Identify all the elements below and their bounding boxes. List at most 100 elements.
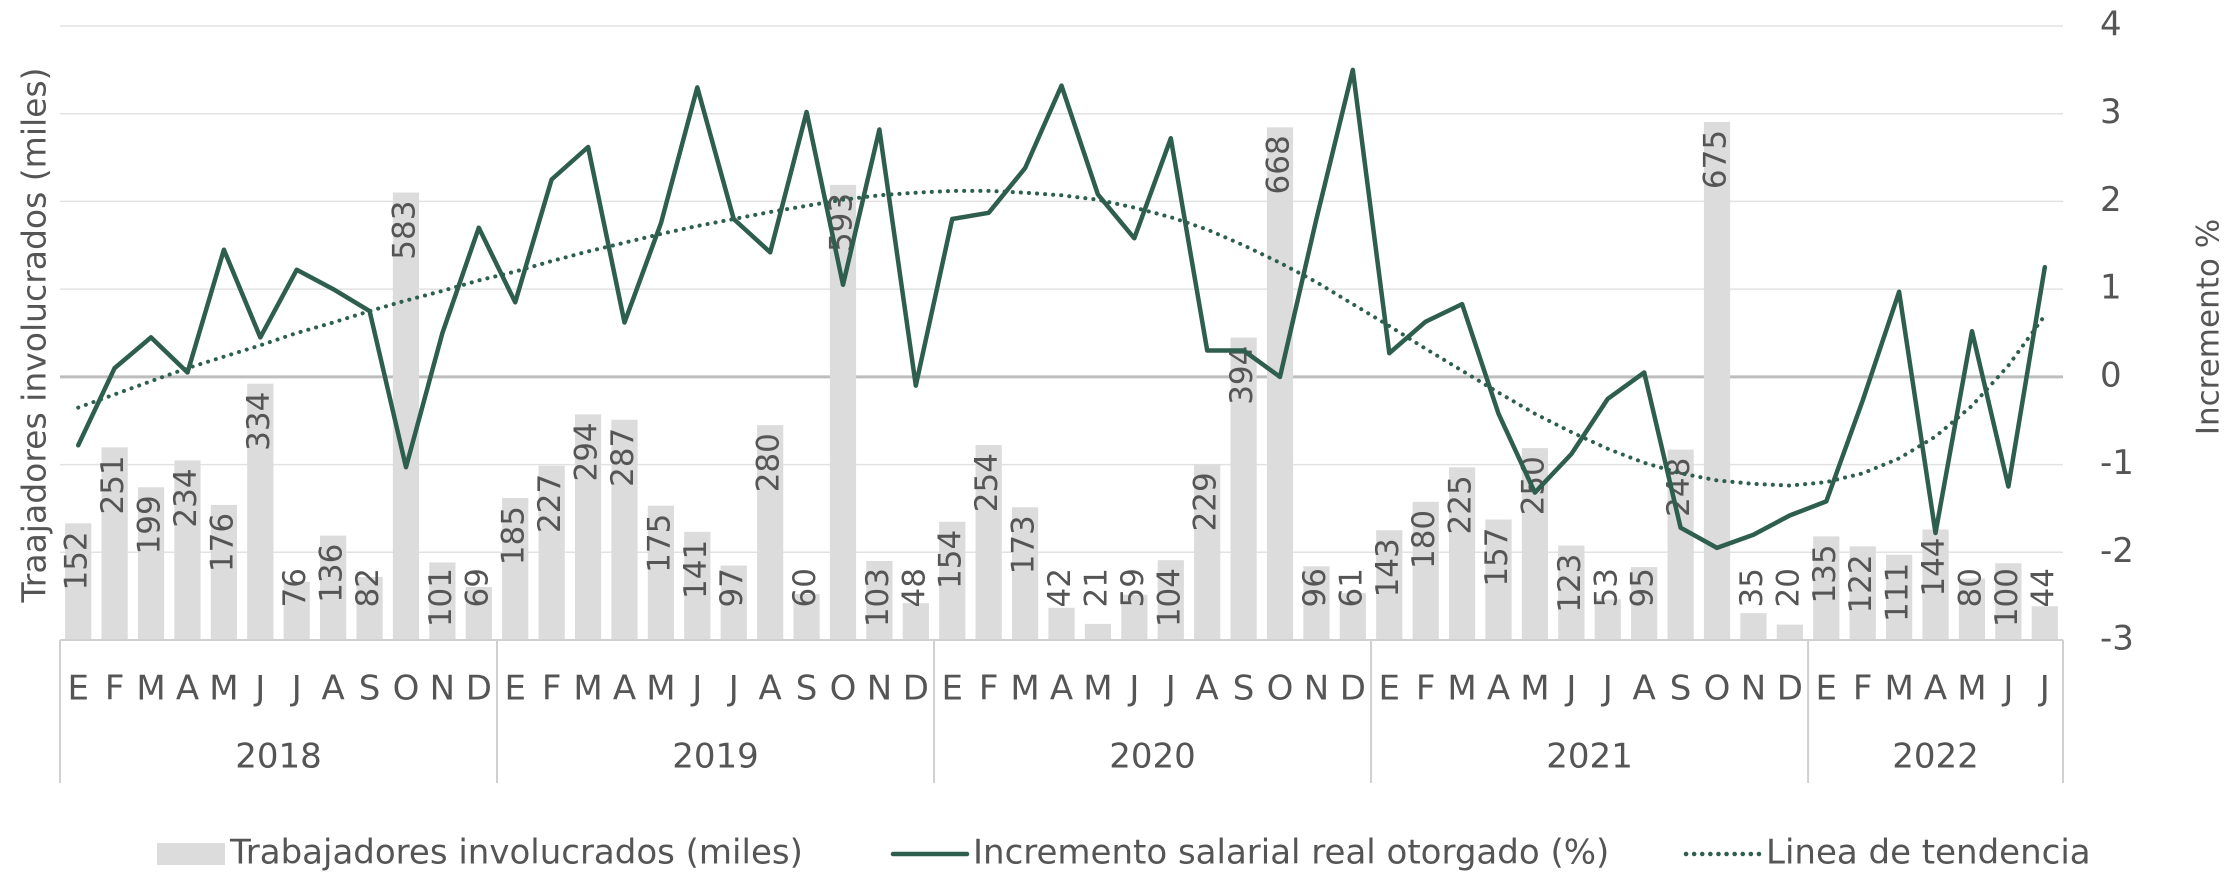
- x-tick-label: M: [646, 669, 675, 709]
- bar: [1048, 608, 1074, 640]
- x-tick-label: S: [796, 669, 818, 709]
- y2-tick-label: -2: [2100, 531, 2134, 571]
- x-tick-label: F: [105, 669, 125, 709]
- x-tick-label: O: [830, 669, 857, 709]
- data-label: 254: [969, 453, 1005, 512]
- data-label: 173: [1006, 515, 1042, 574]
- x-tick-label: D: [1340, 669, 1366, 709]
- data-label: 141: [678, 540, 714, 599]
- data-label: 157: [1479, 528, 1515, 587]
- data-label: 394: [1224, 346, 1260, 405]
- x-tick-label: E: [67, 669, 88, 709]
- data-label: 143: [1370, 538, 1406, 597]
- x-tick-label: S: [359, 669, 381, 709]
- x-tick-label: N: [430, 669, 455, 709]
- data-label: 82: [350, 568, 386, 607]
- legend-label: Linea de tendencia: [1766, 833, 2091, 873]
- data-label: 225: [1443, 475, 1479, 534]
- data-label: 20: [1770, 568, 1806, 607]
- x-tick-label: F: [979, 669, 999, 709]
- y2-tick-label: 3: [2100, 92, 2122, 132]
- x-tick-label: M: [1957, 669, 1986, 709]
- data-label: 44: [2025, 568, 2061, 607]
- group-label: 2021: [1546, 737, 1633, 777]
- data-label: 111: [1880, 563, 1916, 622]
- data-label: 176: [204, 513, 240, 572]
- y2-tick-label: 4: [2100, 5, 2122, 45]
- group-label: 2019: [672, 737, 759, 777]
- data-label: 234: [168, 468, 204, 527]
- x-tick-label: A: [1924, 669, 1947, 709]
- data-label: 152: [59, 531, 95, 590]
- data-label: 135: [1807, 544, 1843, 603]
- data-label: 136: [314, 544, 350, 603]
- x-tick-label: O: [1267, 669, 1294, 709]
- data-label: 180: [1406, 510, 1442, 569]
- x-tick-label: E: [1379, 669, 1400, 709]
- data-label: 227: [532, 474, 568, 533]
- x-tick-label: S: [1670, 669, 1692, 709]
- legend-label: Trabajadores involucrados (miles): [229, 833, 803, 873]
- x-tick-label: M: [1010, 669, 1039, 709]
- data-label: 175: [641, 514, 677, 573]
- data-label: 122: [1843, 554, 1879, 613]
- x-tick-label: E: [1816, 669, 1837, 709]
- data-label: 59: [1115, 568, 1151, 607]
- x-tick-label: N: [1304, 669, 1329, 709]
- x-tick-label: M: [573, 669, 602, 709]
- data-label: 53: [1588, 568, 1624, 607]
- x-tick-label: F: [542, 669, 562, 709]
- x-tick-label: J: [2001, 669, 2013, 709]
- data-label: 80: [1952, 568, 1988, 607]
- group-label: 2020: [1109, 737, 1196, 777]
- x-tick-label: A: [322, 669, 345, 709]
- x-tick-label: A: [759, 669, 782, 709]
- data-label: 251: [95, 455, 131, 514]
- x-tick-label: A: [1633, 669, 1656, 709]
- chart: Traajadores involucrados (miles) Increme…: [0, 0, 2231, 875]
- x-tick-label: O: [1704, 669, 1731, 709]
- data-label: 97: [714, 568, 750, 607]
- line: [78, 70, 2045, 548]
- y2-tick-label: 0: [2100, 355, 2122, 395]
- y2-tick-label: 2: [2100, 180, 2122, 220]
- trend-line: [78, 191, 2045, 486]
- x-tick-label: A: [613, 669, 636, 709]
- legend-label: Incremento salarial real otorgado (%): [973, 833, 1609, 873]
- data-label: 101: [423, 568, 459, 627]
- data-label: 668: [1261, 135, 1297, 194]
- x-tick-label: F: [1416, 669, 1436, 709]
- data-label: 583: [386, 201, 422, 260]
- data-label: 69: [459, 568, 495, 607]
- x-tick-label: A: [1487, 669, 1510, 709]
- x-tick-label: J: [1601, 669, 1613, 709]
- x-tick-label: J: [290, 669, 302, 709]
- group-label: 2022: [1892, 737, 1979, 777]
- x-tick-label: E: [504, 669, 525, 709]
- bar: [903, 603, 929, 640]
- x-tick-label: J: [1164, 669, 1176, 709]
- data-label: 229: [1188, 472, 1224, 531]
- bar: [1777, 625, 1803, 640]
- data-label: 294: [569, 422, 605, 481]
- data-label: 42: [1042, 568, 1078, 607]
- x-tick-label: D: [903, 669, 929, 709]
- bar: [1085, 624, 1111, 640]
- data-label: 104: [1151, 568, 1187, 627]
- x-tick-label: D: [1777, 669, 1803, 709]
- data-label: 334: [241, 392, 277, 451]
- x-tick-label: M: [1884, 669, 1913, 709]
- data-label: 103: [860, 568, 896, 627]
- data-label: 76: [277, 568, 313, 607]
- y2-tick-label: -3: [2100, 619, 2134, 659]
- bar: [1740, 613, 1766, 640]
- x-tick-label: N: [867, 669, 892, 709]
- data-label: 287: [605, 428, 641, 487]
- y2-axis-title: Incremento %: [2191, 219, 2227, 435]
- bar: [1704, 122, 1730, 640]
- x-tick-label: O: [393, 669, 420, 709]
- data-label: 123: [1552, 554, 1588, 613]
- data-label: 35: [1734, 568, 1770, 607]
- x-tick-label: A: [1196, 669, 1219, 709]
- x-tick-label: A: [176, 669, 199, 709]
